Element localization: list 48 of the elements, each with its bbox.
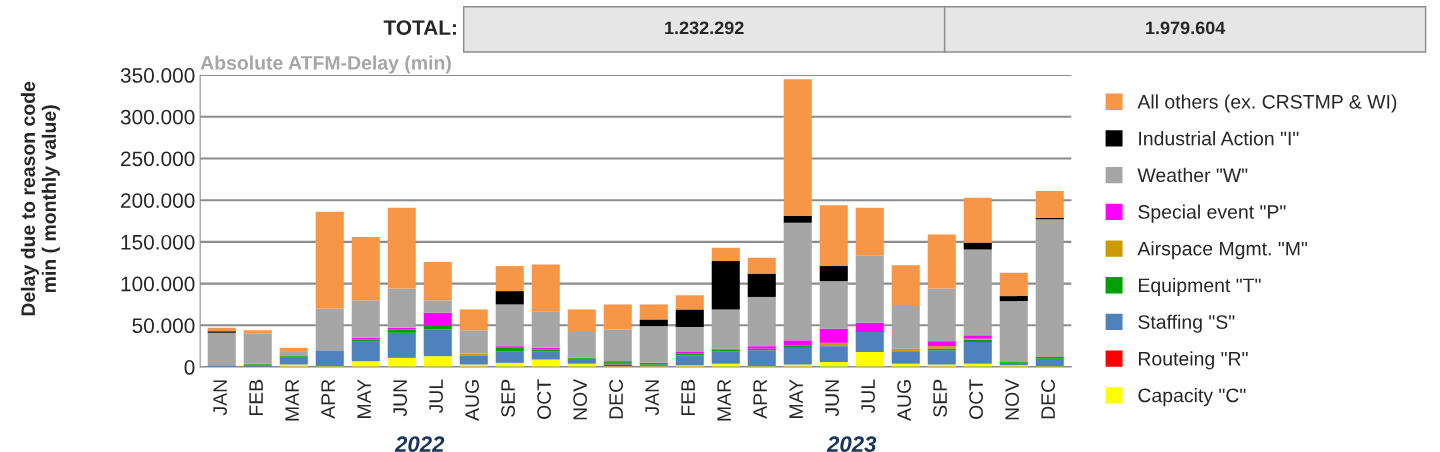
legend-label: Staffing "S" (1138, 314, 1235, 333)
x-tick-label: FEB (681, 379, 695, 416)
legend-label: Routeing "R" (1138, 351, 1248, 370)
x-tick-label: MAY (789, 379, 803, 418)
x-tick-label: AUG (897, 380, 911, 421)
x-tick-label: JAN (213, 380, 227, 416)
x-tick-label: DEC (1041, 379, 1055, 419)
x-tick-label: FEB (249, 379, 263, 416)
text: 1.232.292 (665, 21, 744, 35)
x-tick-label: JUL (861, 379, 875, 414)
y-axis-title: Delay due to reason code min ( monthly value) (20, 81, 60, 316)
x-tick-label: NOV (1005, 378, 1019, 420)
x-tick-label: OCT (537, 379, 551, 419)
x-tick-label: MAR (285, 379, 299, 421)
y-tick-label: 0 (184, 360, 195, 375)
y-tick-label: 200.000 (121, 193, 195, 208)
legend-label: All others (ex. CRSTMP & WI) (1137, 94, 1397, 113)
x-tick-label: JUN (393, 380, 407, 417)
x-tick-label: SEP (501, 379, 515, 417)
x-tick-label: JAN (645, 380, 659, 416)
legend-label: Capacity "C" (1138, 388, 1246, 407)
y-tick-label: 300.000 (120, 109, 195, 125)
y-tick-label: 250.000 (121, 151, 195, 167)
x-tick-label: SEP (933, 379, 947, 417)
x-tick-label: APR (321, 379, 335, 419)
text: TOTAL: (383, 20, 456, 35)
x-tick-label: JUN (825, 380, 839, 417)
legend-label: Equipment "T" (1138, 277, 1261, 297)
legend-label: Weather "W" (1137, 167, 1248, 183)
x-tick-label: OCT (969, 379, 983, 419)
chart-title: Absolute ATFM-Delay (min) (200, 55, 451, 74)
legend-label: Industrial Action "I" (1139, 131, 1299, 146)
legend-label: Special event "P" (1138, 204, 1286, 223)
y-tick-label: 350.000 (120, 68, 195, 83)
x-tick-label: MAY (357, 379, 371, 418)
x-tick-label: DEC (609, 379, 623, 419)
text: 2023 (826, 436, 877, 452)
text: 1.979.604 (1146, 21, 1226, 35)
x-tick-label: NOV (573, 378, 587, 420)
x-tick-label: APR (753, 379, 767, 419)
y-tick-label: 50.000 (132, 318, 195, 334)
text: 2022 (394, 436, 445, 452)
y-tick-label: 100.000 (121, 276, 195, 292)
legend-label: Airspace Mgmt. "M" (1137, 241, 1308, 260)
x-tick-label: JUL (429, 379, 443, 414)
y-tick-label: 150.000 (121, 234, 195, 250)
x-tick-label: MAR (717, 379, 731, 421)
x-tick-label: AUG (465, 380, 479, 421)
